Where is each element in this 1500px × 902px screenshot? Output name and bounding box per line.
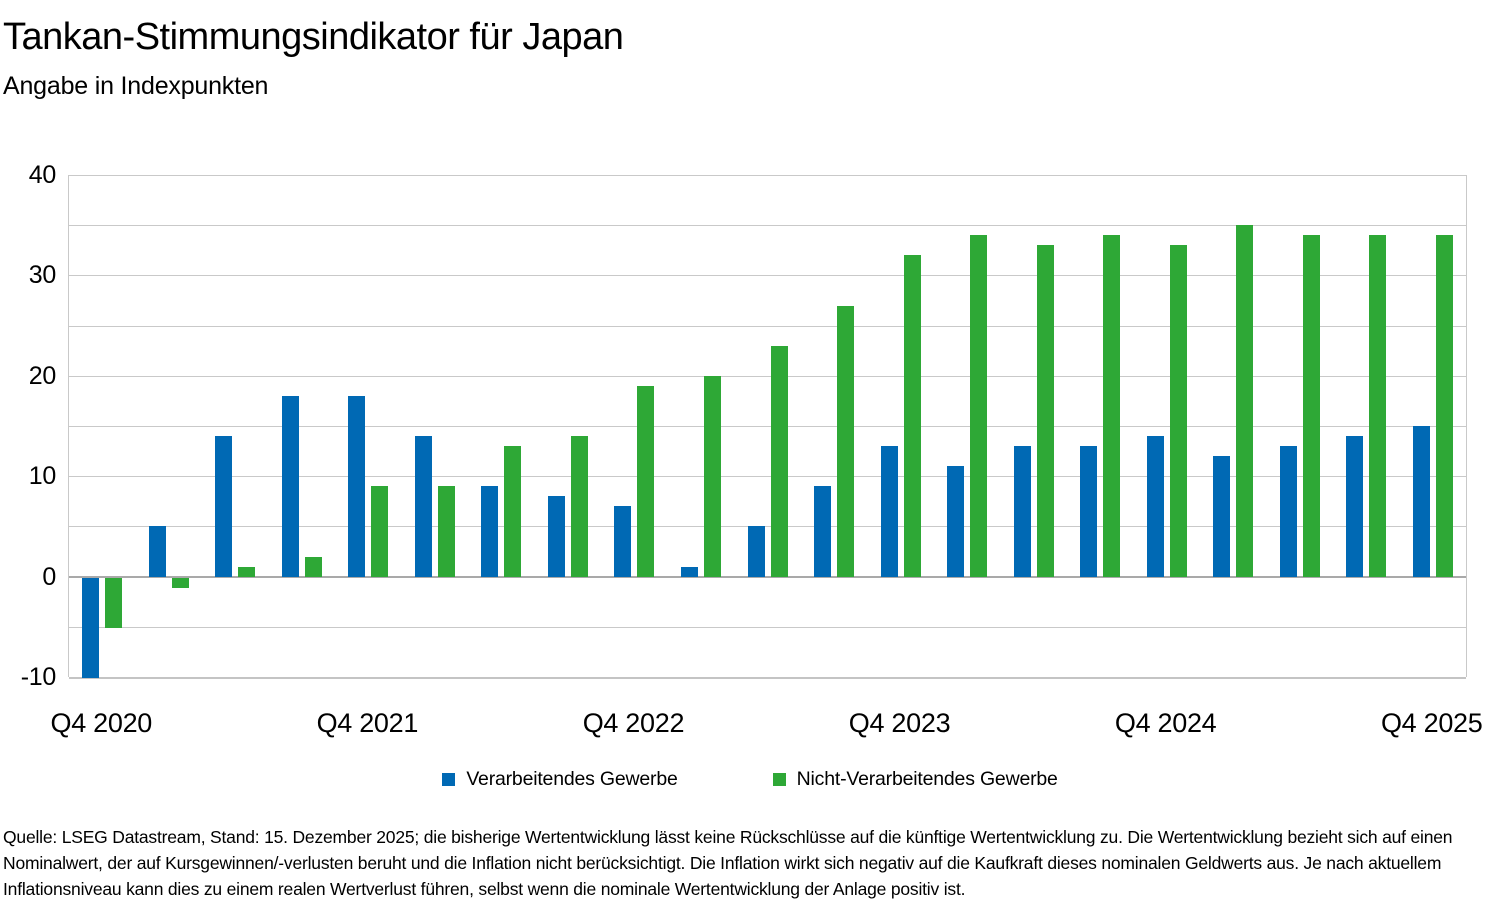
gridline xyxy=(69,626,1466,628)
plot-area xyxy=(68,175,1467,679)
x-tick-label: Q4 2025 xyxy=(1380,708,1483,738)
bar-verarbeitendes-gewerbe xyxy=(1346,436,1364,577)
bar-nicht-verarbeitendes-gewerbe xyxy=(903,255,921,577)
bar-verarbeitendes-gewerbe xyxy=(1279,446,1297,577)
source-disclaimer: Quelle: LSEG Datastream, Stand: 15. Deze… xyxy=(3,827,1453,899)
bar-verarbeitendes-gewerbe xyxy=(348,395,366,577)
bar-verarbeitendes-gewerbe xyxy=(614,506,632,577)
y-axis: 40 30 20 10 0 -10 xyxy=(0,161,57,691)
legend-label-verarbeitendes-gewerbe: Verarbeitendes Gewerbe xyxy=(466,768,678,790)
gridline xyxy=(69,677,1466,679)
bar-nicht-verarbeitendes-gewerbe xyxy=(1302,235,1320,577)
bar-verarbeitendes-gewerbe xyxy=(947,466,965,577)
zero-axis-line xyxy=(69,575,1466,578)
bar-nicht-verarbeitendes-gewerbe xyxy=(970,235,988,577)
y-tick-label: 10 xyxy=(28,462,57,491)
bar-verarbeitendes-gewerbe xyxy=(414,436,432,577)
chart-legend: Verarbeitendes Gewerbe Nicht-Verarbeiten… xyxy=(0,768,1500,791)
bar-nicht-verarbeitendes-gewerbe xyxy=(1169,245,1187,577)
x-axis: Q4 2020 Q4 2021 Q4 2022 Q4 2023 Q4 2024 Q4 20… xyxy=(51,708,1483,742)
x-tick-label: Q4 2023 xyxy=(848,708,951,738)
gridline xyxy=(69,175,1466,176)
bar-verarbeitendes-gewerbe xyxy=(1412,426,1430,577)
bar-nicht-verarbeitendes-gewerbe xyxy=(837,305,855,577)
bar-nicht-verarbeitendes-gewerbe xyxy=(238,566,256,577)
bar-nicht-verarbeitendes-gewerbe xyxy=(105,577,123,628)
bar-verarbeitendes-gewerbe xyxy=(481,486,499,577)
gridline xyxy=(69,426,1466,427)
bar-verarbeitendes-gewerbe xyxy=(1213,456,1231,577)
page-title: Tankan-Stimmungsindikator für Japan xyxy=(3,16,624,58)
bar-verarbeitendes-gewerbe xyxy=(1146,436,1164,577)
bar-verarbeitendes-gewerbe xyxy=(1080,446,1098,577)
page-subtitle: Angabe in Indexpunkten xyxy=(3,72,269,100)
bar-nicht-verarbeitendes-gewerbe xyxy=(1369,235,1387,577)
gridline xyxy=(69,275,1466,277)
x-tick-label: Q4 2022 xyxy=(582,708,685,738)
bar-nicht-verarbeitendes-gewerbe xyxy=(171,577,189,588)
legend-swatch-blue-icon xyxy=(442,773,456,786)
y-tick-label: -10 xyxy=(20,663,57,691)
bar-verarbeitendes-gewerbe xyxy=(547,496,565,577)
bar-verarbeitendes-gewerbe xyxy=(215,436,233,577)
bar-nicht-verarbeitendes-gewerbe xyxy=(637,385,655,577)
legend-item-nicht-verarbeitendes-gewerbe: Nicht-Verarbeitendes Gewerbe xyxy=(772,768,1058,791)
bar-verarbeitendes-gewerbe xyxy=(1013,446,1031,577)
bar-nicht-verarbeitendes-gewerbe xyxy=(437,486,455,577)
legend-swatch-green-icon xyxy=(772,773,786,786)
bar-nicht-verarbeitendes-gewerbe xyxy=(1036,245,1054,577)
bar-nicht-verarbeitendes-gewerbe xyxy=(703,375,721,577)
bar-nicht-verarbeitendes-gewerbe xyxy=(570,436,588,577)
bar-verarbeitendes-gewerbe xyxy=(148,526,166,577)
gridline xyxy=(69,476,1466,478)
y-tick-label: 20 xyxy=(28,361,57,390)
y-tick-label: 0 xyxy=(42,562,56,591)
bar-nicht-verarbeitendes-gewerbe xyxy=(1103,235,1121,577)
bar-nicht-verarbeitendes-gewerbe xyxy=(770,345,788,577)
bar-verarbeitendes-gewerbe xyxy=(814,486,832,577)
legend-label-nicht-verarbeitendes-gewerbe: Nicht-Verarbeitendes Gewerbe xyxy=(796,768,1058,790)
x-tick-label: Q4 2024 xyxy=(1114,708,1217,738)
bar-nicht-verarbeitendes-gewerbe xyxy=(1236,225,1254,577)
bar-verarbeitendes-gewerbe xyxy=(747,526,765,577)
bar-nicht-verarbeitendes-gewerbe xyxy=(1435,235,1453,577)
y-tick-label: 30 xyxy=(28,261,57,290)
y-tick-label: 40 xyxy=(28,161,57,189)
bar-verarbeitendes-gewerbe xyxy=(82,577,100,678)
bar-nicht-verarbeitendes-gewerbe xyxy=(371,486,389,577)
gridline xyxy=(69,526,1466,528)
bar-verarbeitendes-gewerbe xyxy=(680,566,698,577)
bar-verarbeitendes-gewerbe xyxy=(880,446,898,577)
bar-verarbeitendes-gewerbe xyxy=(281,395,299,577)
gridline xyxy=(69,325,1466,327)
legend-item-verarbeitendes-gewerbe: Verarbeitendes Gewerbe xyxy=(442,768,678,791)
gridline xyxy=(69,225,1466,227)
x-tick-label: Q4 2020 xyxy=(50,708,153,738)
bar-nicht-verarbeitendes-gewerbe xyxy=(504,446,522,577)
x-tick-label: Q4 2021 xyxy=(316,708,419,738)
bar-nicht-verarbeitendes-gewerbe xyxy=(304,556,322,577)
gridline xyxy=(69,375,1466,377)
